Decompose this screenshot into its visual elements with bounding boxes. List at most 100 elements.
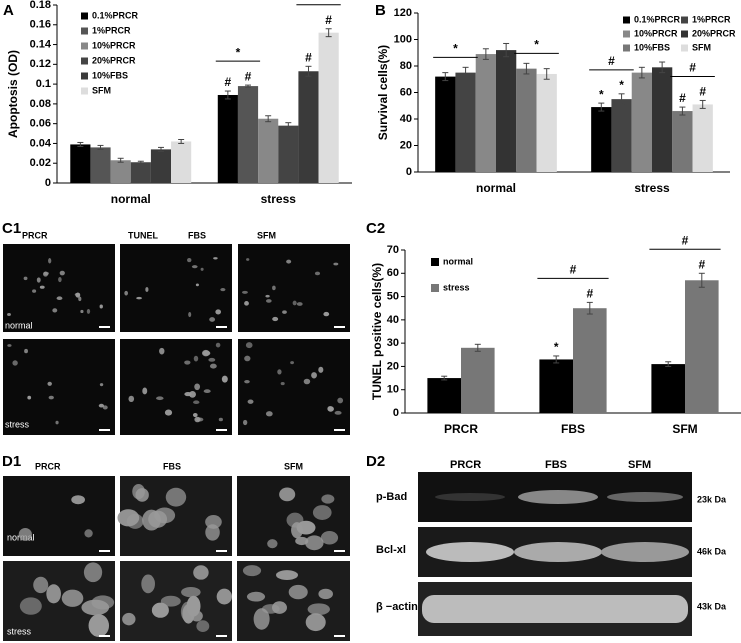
legend-label: 10%FBS (634, 42, 670, 52)
cell (99, 304, 103, 309)
c1-images (3, 244, 350, 435)
cell (320, 530, 339, 545)
bar (427, 378, 461, 413)
bar (435, 76, 456, 172)
error-bar (679, 106, 686, 116)
cell (311, 372, 317, 379)
y-tick-label: 0 (393, 407, 399, 419)
cell (189, 390, 196, 398)
cell (7, 312, 11, 316)
significance-label: # (682, 233, 689, 247)
cell (160, 595, 181, 607)
y-tick-label: 0.14 (30, 38, 52, 50)
error-bar (586, 301, 593, 315)
error-bar (117, 157, 124, 163)
x-tick-label: SFM (672, 422, 697, 436)
y-axis-label: Survival cells(%) (376, 45, 390, 140)
significance-marker: # (305, 50, 312, 64)
legend-label: normal (443, 256, 473, 266)
cell (48, 258, 52, 264)
cell (272, 316, 279, 322)
y-tick-label: 0.08 (30, 98, 51, 110)
cell (265, 294, 270, 298)
cell (242, 565, 262, 577)
row-label: Bcl-xl (376, 544, 406, 556)
cell (216, 588, 232, 605)
bar (611, 99, 632, 172)
legend-swatch (681, 44, 688, 52)
bar (461, 347, 495, 413)
cell (47, 381, 52, 386)
cell (193, 355, 199, 362)
cell (244, 355, 251, 362)
y-tick-label: 0.02 (30, 157, 51, 169)
panel-label: C2 (366, 220, 385, 237)
cell (18, 527, 32, 541)
legend-swatch (623, 30, 630, 38)
cell (99, 383, 104, 387)
cell (128, 395, 135, 403)
cell (318, 366, 324, 373)
cell (267, 539, 278, 549)
cell (23, 276, 28, 281)
cell (151, 602, 169, 618)
x-tick-label: stress (634, 181, 670, 195)
error-bar (305, 65, 312, 77)
error-bar (137, 160, 144, 164)
x-tick-label: FBS (561, 422, 585, 436)
y-tick-label: 40 (387, 314, 399, 326)
significance-marker: * (554, 340, 559, 354)
cell (337, 397, 344, 404)
cell (318, 588, 333, 600)
cell (132, 483, 145, 500)
cell (295, 536, 309, 546)
scale-bar (99, 429, 110, 431)
panel-label: D2 (366, 453, 385, 470)
cell (279, 487, 296, 502)
cell (215, 342, 221, 348)
error-bar (224, 90, 231, 100)
cell (24, 348, 28, 354)
error-bar (441, 375, 448, 381)
cell (194, 383, 201, 391)
blot-band (422, 595, 688, 623)
bar (516, 68, 537, 172)
cell (247, 399, 254, 404)
size-label: 46k Da (697, 546, 727, 556)
cell (83, 562, 103, 583)
cell (246, 258, 250, 261)
micrograph (238, 244, 350, 332)
bar (455, 72, 476, 172)
cell (193, 565, 209, 580)
scale-bar (99, 635, 110, 637)
y-tick-label: 100 (394, 33, 412, 45)
legend-label: 10%PRCR (634, 28, 678, 38)
cell (200, 267, 204, 271)
bar (318, 32, 339, 183)
cell (84, 529, 93, 538)
cell (288, 584, 308, 600)
y-tick-label: 0.18 (30, 0, 51, 11)
cell (126, 513, 144, 529)
cell (39, 285, 45, 289)
bar (278, 125, 299, 183)
cell (98, 403, 105, 408)
micrograph (120, 339, 232, 435)
cell (209, 317, 216, 322)
column-label: TUNEL (128, 230, 158, 240)
legend-swatch (623, 16, 630, 24)
y-tick-label: 80 (400, 60, 412, 72)
cell (333, 262, 339, 266)
error-bar (285, 122, 292, 130)
scale-bar (216, 429, 227, 431)
cell (194, 416, 201, 423)
cell (33, 576, 49, 594)
row-label: stress (5, 419, 30, 429)
significance-marker: # (679, 91, 686, 105)
error-bar (503, 42, 510, 58)
significance-label: * (236, 45, 241, 59)
cell (242, 419, 248, 426)
cell (193, 400, 200, 405)
cell (181, 586, 201, 598)
scale-bar (99, 550, 110, 552)
